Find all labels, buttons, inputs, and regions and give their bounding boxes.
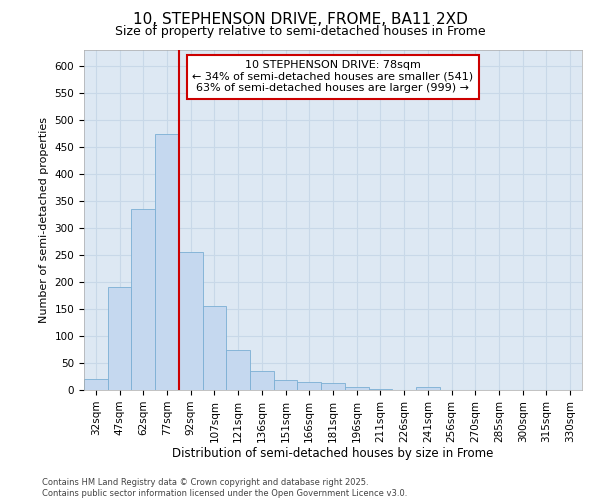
Bar bbox=[250, 371, 274, 390]
Bar bbox=[368, 389, 392, 390]
Bar bbox=[131, 209, 155, 390]
X-axis label: Distribution of semi-detached houses by size in Frome: Distribution of semi-detached houses by … bbox=[172, 448, 494, 460]
Text: Contains HM Land Registry data © Crown copyright and database right 2025.
Contai: Contains HM Land Registry data © Crown c… bbox=[42, 478, 407, 498]
Bar bbox=[203, 306, 226, 390]
Bar bbox=[179, 252, 203, 390]
Text: Size of property relative to semi-detached houses in Frome: Size of property relative to semi-detach… bbox=[115, 25, 485, 38]
Y-axis label: Number of semi-detached properties: Number of semi-detached properties bbox=[39, 117, 49, 323]
Text: 10 STEPHENSON DRIVE: 78sqm
← 34% of semi-detached houses are smaller (541)
63% o: 10 STEPHENSON DRIVE: 78sqm ← 34% of semi… bbox=[193, 60, 473, 94]
Bar bbox=[298, 382, 321, 390]
Bar bbox=[226, 350, 250, 390]
Bar bbox=[416, 388, 440, 390]
Bar bbox=[274, 380, 298, 390]
Bar bbox=[108, 288, 131, 390]
Bar bbox=[345, 388, 368, 390]
Bar bbox=[155, 134, 179, 390]
Bar bbox=[84, 379, 108, 390]
Bar bbox=[321, 383, 345, 390]
Text: 10, STEPHENSON DRIVE, FROME, BA11 2XD: 10, STEPHENSON DRIVE, FROME, BA11 2XD bbox=[133, 12, 467, 28]
